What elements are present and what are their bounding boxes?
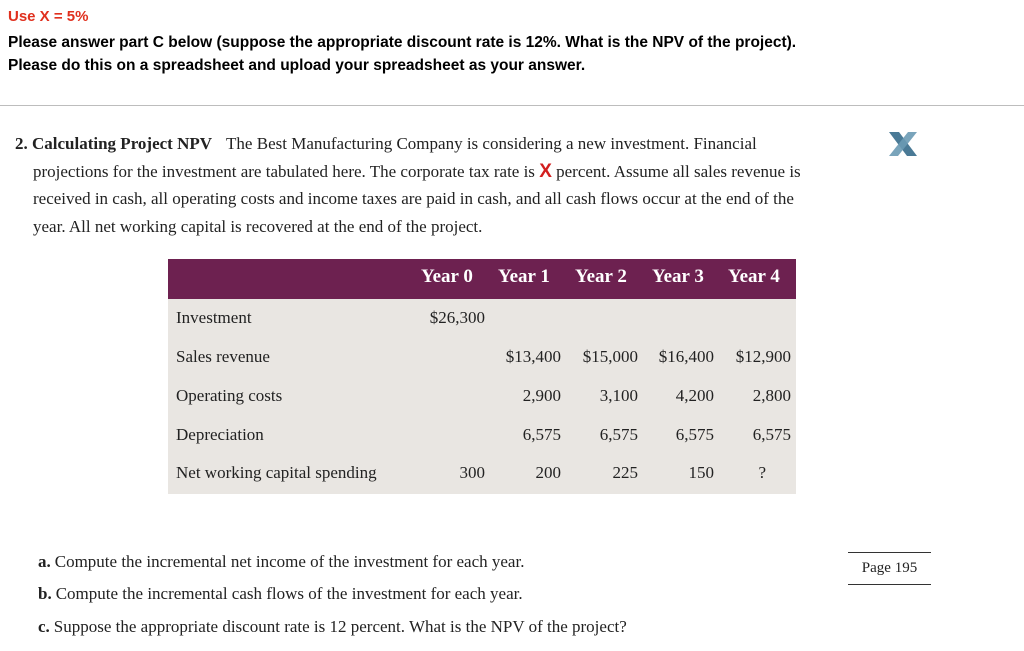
cell-sales-y1: $13,400 <box>505 347 561 366</box>
page-number: Page 195 <box>861 560 918 576</box>
row-label-depreciation: Depreciation <box>176 425 264 444</box>
cell-depr-y2: 6,575 <box>599 425 638 444</box>
problem-text-e: year. All net working capital is recover… <box>33 216 483 236</box>
instruction-line-1: Please answer part C below (suppose the … <box>8 34 797 51</box>
question-b-text: Compute the incremental cash flows of th… <box>55 584 523 603</box>
cell-depr-y4: 6,575 <box>752 425 791 444</box>
cell-depr-y1: 6,575 <box>522 425 561 444</box>
cell-opcost-y2: 3,100 <box>599 386 638 405</box>
cell-nwc-y3: 150 <box>688 463 715 482</box>
table-header-row: Year 0 Year 1 Year 2 Year 3 Year 4 <box>168 259 796 299</box>
cell-nwc-y2: 225 <box>612 463 639 482</box>
row-label-operating-costs: Operating costs <box>176 386 283 405</box>
question-b: b. Compute the incremental cash flows of … <box>38 584 523 604</box>
page-number-box: Page 195 <box>848 552 931 585</box>
mylab-x-icon <box>889 132 917 156</box>
header-year-0: Year 0 <box>421 266 473 287</box>
question-c-text: Suppose the appropriate discount rate is… <box>53 617 627 636</box>
question-a-label: a. <box>38 552 51 571</box>
cell-opcost-y1: 2,900 <box>522 386 561 405</box>
problem-statement: 2. Calculating Project NPV The Best Manuf… <box>15 130 945 240</box>
problem-text-b: projections for the investment are tabul… <box>33 161 535 181</box>
use-x-note: Use X = 5% <box>8 8 89 25</box>
row-label-sales: Sales revenue <box>176 347 270 366</box>
cell-investment-y0: $26,300 <box>429 308 485 327</box>
cell-depr-y3: 6,575 <box>675 425 714 444</box>
question-a: a. Compute the incremental net income of … <box>38 552 524 572</box>
tax-rate-x-mark: X <box>539 160 552 182</box>
problem-number: 2. <box>15 134 28 153</box>
row-label-investment: Investment <box>176 308 252 327</box>
row-label-nwc: Net working capital spending <box>176 463 377 482</box>
cell-nwc-y4: ? <box>758 463 766 482</box>
instruction-line-2: Please do this on a spreadsheet and uplo… <box>8 57 586 74</box>
header-year-3: Year 3 <box>652 266 704 287</box>
cell-opcost-y3: 4,200 <box>675 386 714 405</box>
question-c: c. Suppose the appropriate discount rate … <box>38 617 627 637</box>
cell-sales-y2: $15,000 <box>582 347 638 366</box>
projections-table: Year 0 Year 1 Year 2 Year 3 Year 4 Inves… <box>168 259 796 494</box>
problem-title: Calculating Project NPV <box>32 134 213 153</box>
header-year-4: Year 4 <box>728 266 780 287</box>
problem-text-d: received in cash, all operating costs an… <box>33 189 794 208</box>
section-divider <box>0 105 1024 106</box>
question-b-label: b. <box>38 584 52 603</box>
header-year-1: Year 1 <box>498 266 550 287</box>
header-year-2: Year 2 <box>575 266 627 287</box>
cell-sales-y3: $16,400 <box>658 347 714 366</box>
cell-opcost-y4: 2,800 <box>752 386 791 405</box>
question-c-label: c. <box>38 617 50 636</box>
cell-nwc-y1: 200 <box>535 463 562 482</box>
cell-sales-y4: $12,900 <box>735 347 791 366</box>
problem-text-c: percent. Assume all sales revenue is <box>556 161 801 181</box>
problem-text-a: The Best Manufacturing Company is consid… <box>226 134 757 153</box>
cell-nwc-y0: 300 <box>459 463 486 482</box>
question-a-text: Compute the incremental net income of th… <box>54 552 525 571</box>
